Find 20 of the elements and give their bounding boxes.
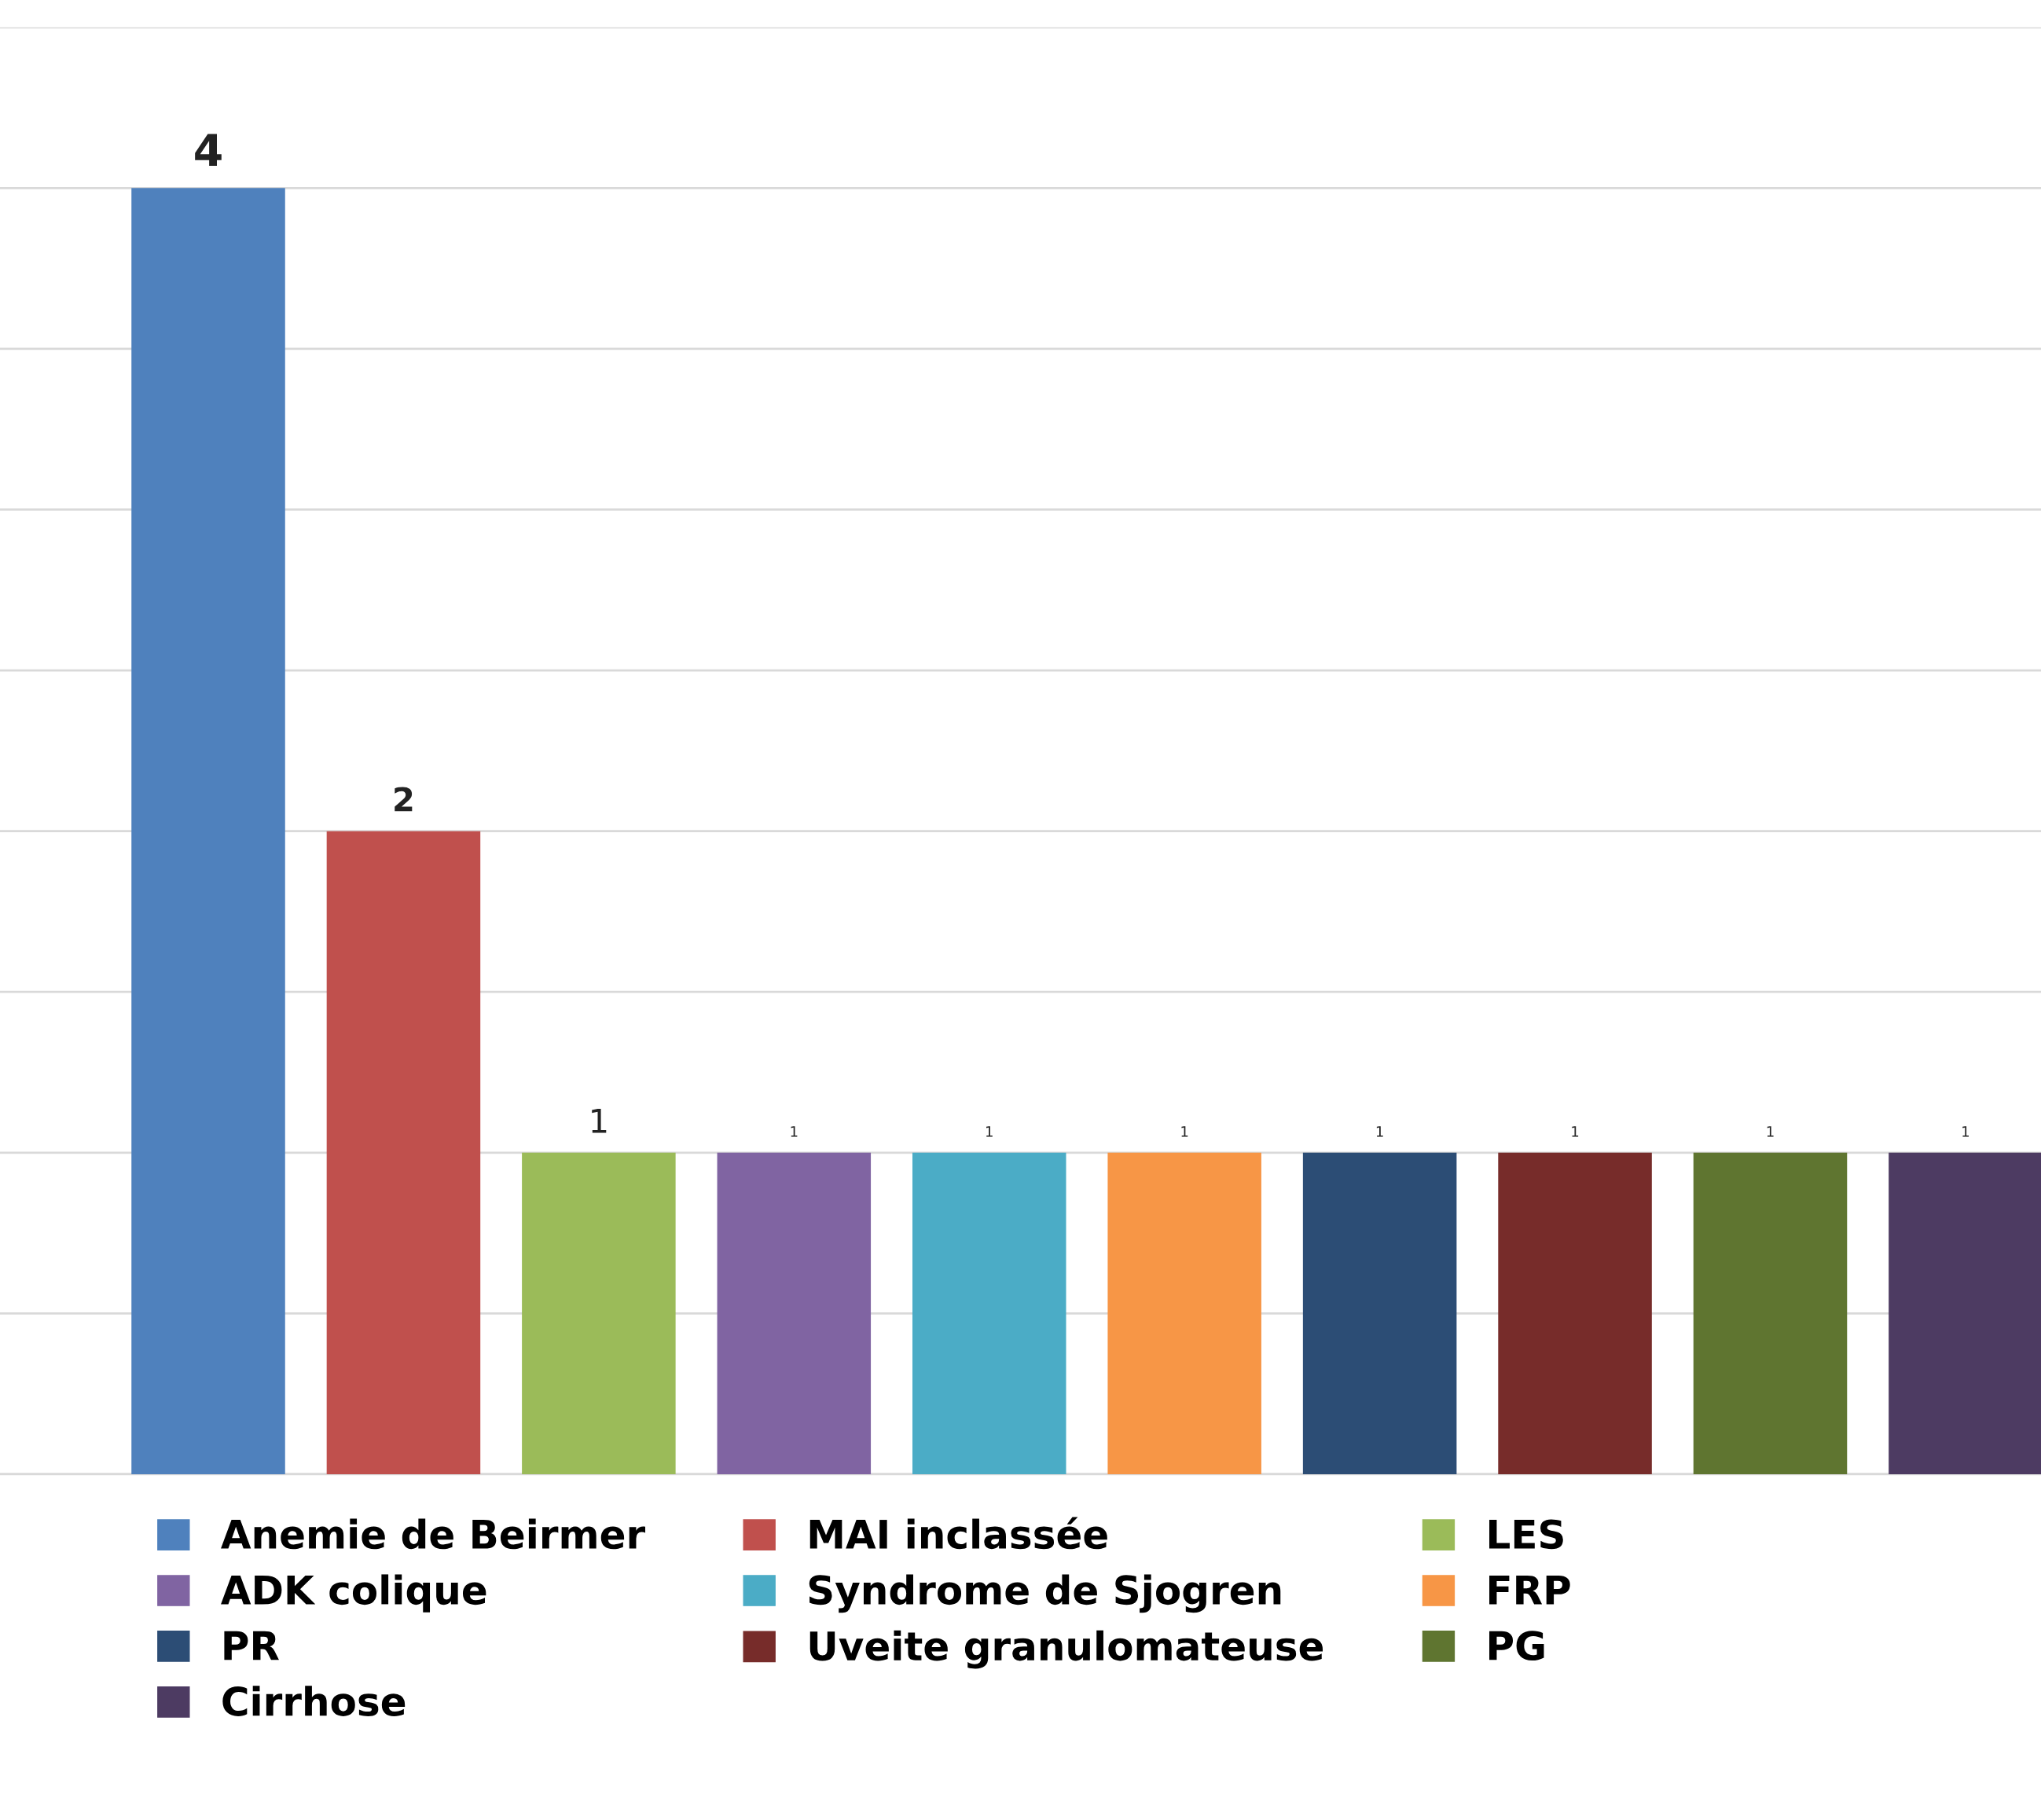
legend-label: Cirrhose [222, 1686, 406, 1716]
legend-label: Syndrome de Sjogren [809, 1574, 1281, 1613]
data-label: 1 [1376, 1126, 1383, 1137]
data-label: 2 [395, 787, 413, 812]
legend-label: FRP [1489, 1575, 1570, 1605]
legend-label: LES [1489, 1519, 1563, 1550]
legend-label: PG [1489, 1631, 1544, 1661]
data-label: 1 [1962, 1126, 1969, 1137]
data-label: 1 [1767, 1126, 1774, 1137]
data-label: 1 [791, 1126, 798, 1137]
legend-label: Uveite granulomateuse [809, 1630, 1323, 1669]
legend-label: ADK colique [221, 1574, 486, 1613]
data-label: 1 [592, 1109, 607, 1133]
legend-label: PR [224, 1631, 279, 1660]
data-label: 1 [1181, 1126, 1188, 1137]
data-label: 4 [195, 134, 222, 167]
legend-label: Anemie de Beirmer [221, 1518, 646, 1550]
legend-label: MAI inclassée [809, 1517, 1107, 1550]
data-label: 1 [986, 1126, 993, 1137]
data-label: 1 [1572, 1126, 1579, 1137]
